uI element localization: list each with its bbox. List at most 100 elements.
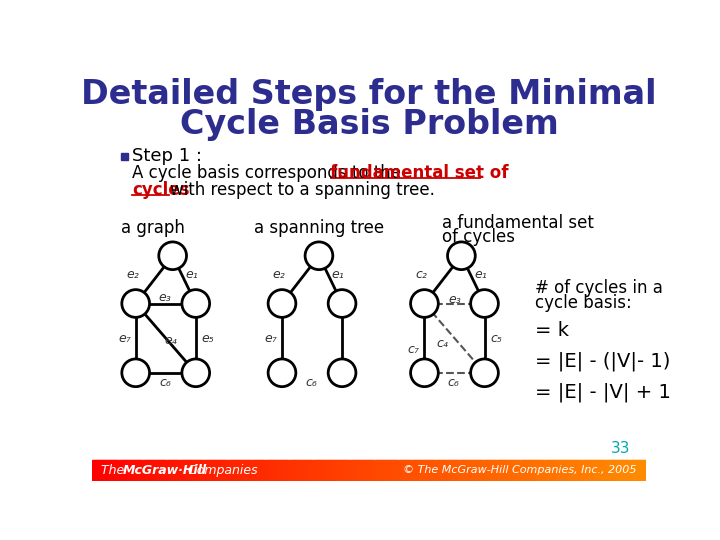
Bar: [328, 460, 331, 481]
Bar: [175, 460, 178, 481]
Bar: [101, 460, 104, 481]
Bar: [238, 460, 240, 481]
Bar: [156, 460, 159, 481]
Bar: [469, 460, 472, 481]
Bar: [103, 460, 106, 481]
Bar: [308, 460, 310, 481]
Bar: [480, 460, 482, 481]
Bar: [182, 460, 185, 481]
Bar: [97, 460, 100, 481]
Bar: [528, 460, 531, 481]
Bar: [184, 460, 186, 481]
Circle shape: [182, 289, 210, 318]
Bar: [240, 460, 242, 481]
Bar: [474, 460, 477, 481]
Bar: [410, 460, 413, 481]
Text: e₁: e₁: [474, 268, 487, 281]
Bar: [471, 460, 473, 481]
Bar: [534, 460, 536, 481]
Text: McGraw·Hill: McGraw·Hill: [122, 464, 207, 477]
Bar: [554, 460, 557, 481]
Bar: [587, 460, 590, 481]
Bar: [225, 460, 228, 481]
Bar: [550, 460, 553, 481]
Text: cycles: cycles: [132, 180, 189, 199]
Bar: [301, 460, 303, 481]
Bar: [220, 460, 222, 481]
Circle shape: [305, 242, 333, 269]
Text: = |E| - |V| + 1: = |E| - |V| + 1: [535, 382, 671, 402]
Bar: [495, 460, 498, 481]
Bar: [212, 460, 215, 481]
Bar: [288, 460, 290, 481]
Bar: [127, 460, 130, 481]
Bar: [210, 460, 212, 481]
Bar: [343, 460, 346, 481]
Bar: [169, 460, 172, 481]
Bar: [116, 460, 119, 481]
Circle shape: [182, 359, 210, 387]
Bar: [433, 460, 436, 481]
Bar: [94, 460, 96, 481]
Bar: [104, 460, 107, 481]
Bar: [326, 460, 329, 481]
Bar: [476, 460, 479, 481]
Bar: [613, 460, 616, 481]
Bar: [352, 460, 355, 481]
Bar: [580, 460, 582, 481]
Bar: [487, 460, 490, 481]
Bar: [194, 460, 196, 481]
Bar: [120, 460, 122, 481]
Bar: [399, 460, 401, 481]
Text: 33: 33: [611, 441, 631, 456]
Bar: [413, 460, 416, 481]
Bar: [543, 460, 545, 481]
Bar: [412, 460, 414, 481]
Bar: [570, 460, 573, 481]
Bar: [378, 460, 381, 481]
Bar: [132, 460, 135, 481]
Bar: [107, 460, 109, 481]
Circle shape: [471, 359, 498, 387]
Bar: [334, 460, 336, 481]
Bar: [207, 460, 209, 481]
Bar: [233, 460, 235, 481]
Bar: [260, 460, 263, 481]
Bar: [273, 460, 276, 481]
Bar: [552, 460, 554, 481]
Bar: [406, 460, 408, 481]
Bar: [432, 460, 434, 481]
Circle shape: [410, 289, 438, 318]
Bar: [559, 460, 562, 481]
Bar: [419, 460, 421, 481]
Bar: [391, 460, 394, 481]
Bar: [491, 460, 494, 481]
Bar: [117, 460, 120, 481]
Bar: [282, 460, 285, 481]
Bar: [302, 460, 305, 481]
Bar: [441, 460, 444, 481]
Bar: [155, 460, 157, 481]
Circle shape: [328, 359, 356, 387]
Circle shape: [268, 359, 296, 387]
Circle shape: [410, 359, 438, 387]
Bar: [484, 460, 486, 481]
Bar: [364, 460, 366, 481]
Bar: [611, 460, 613, 481]
Bar: [450, 460, 453, 481]
Bar: [347, 460, 349, 481]
Bar: [162, 460, 165, 481]
Circle shape: [122, 359, 150, 387]
Bar: [452, 460, 455, 481]
Bar: [312, 460, 315, 481]
Bar: [168, 460, 170, 481]
Bar: [110, 460, 113, 481]
Bar: [465, 460, 468, 481]
Text: e₁: e₁: [186, 268, 198, 281]
Bar: [600, 460, 603, 481]
Bar: [615, 460, 618, 481]
Bar: [136, 460, 139, 481]
Bar: [537, 460, 540, 481]
Bar: [275, 460, 277, 481]
Bar: [423, 460, 426, 481]
